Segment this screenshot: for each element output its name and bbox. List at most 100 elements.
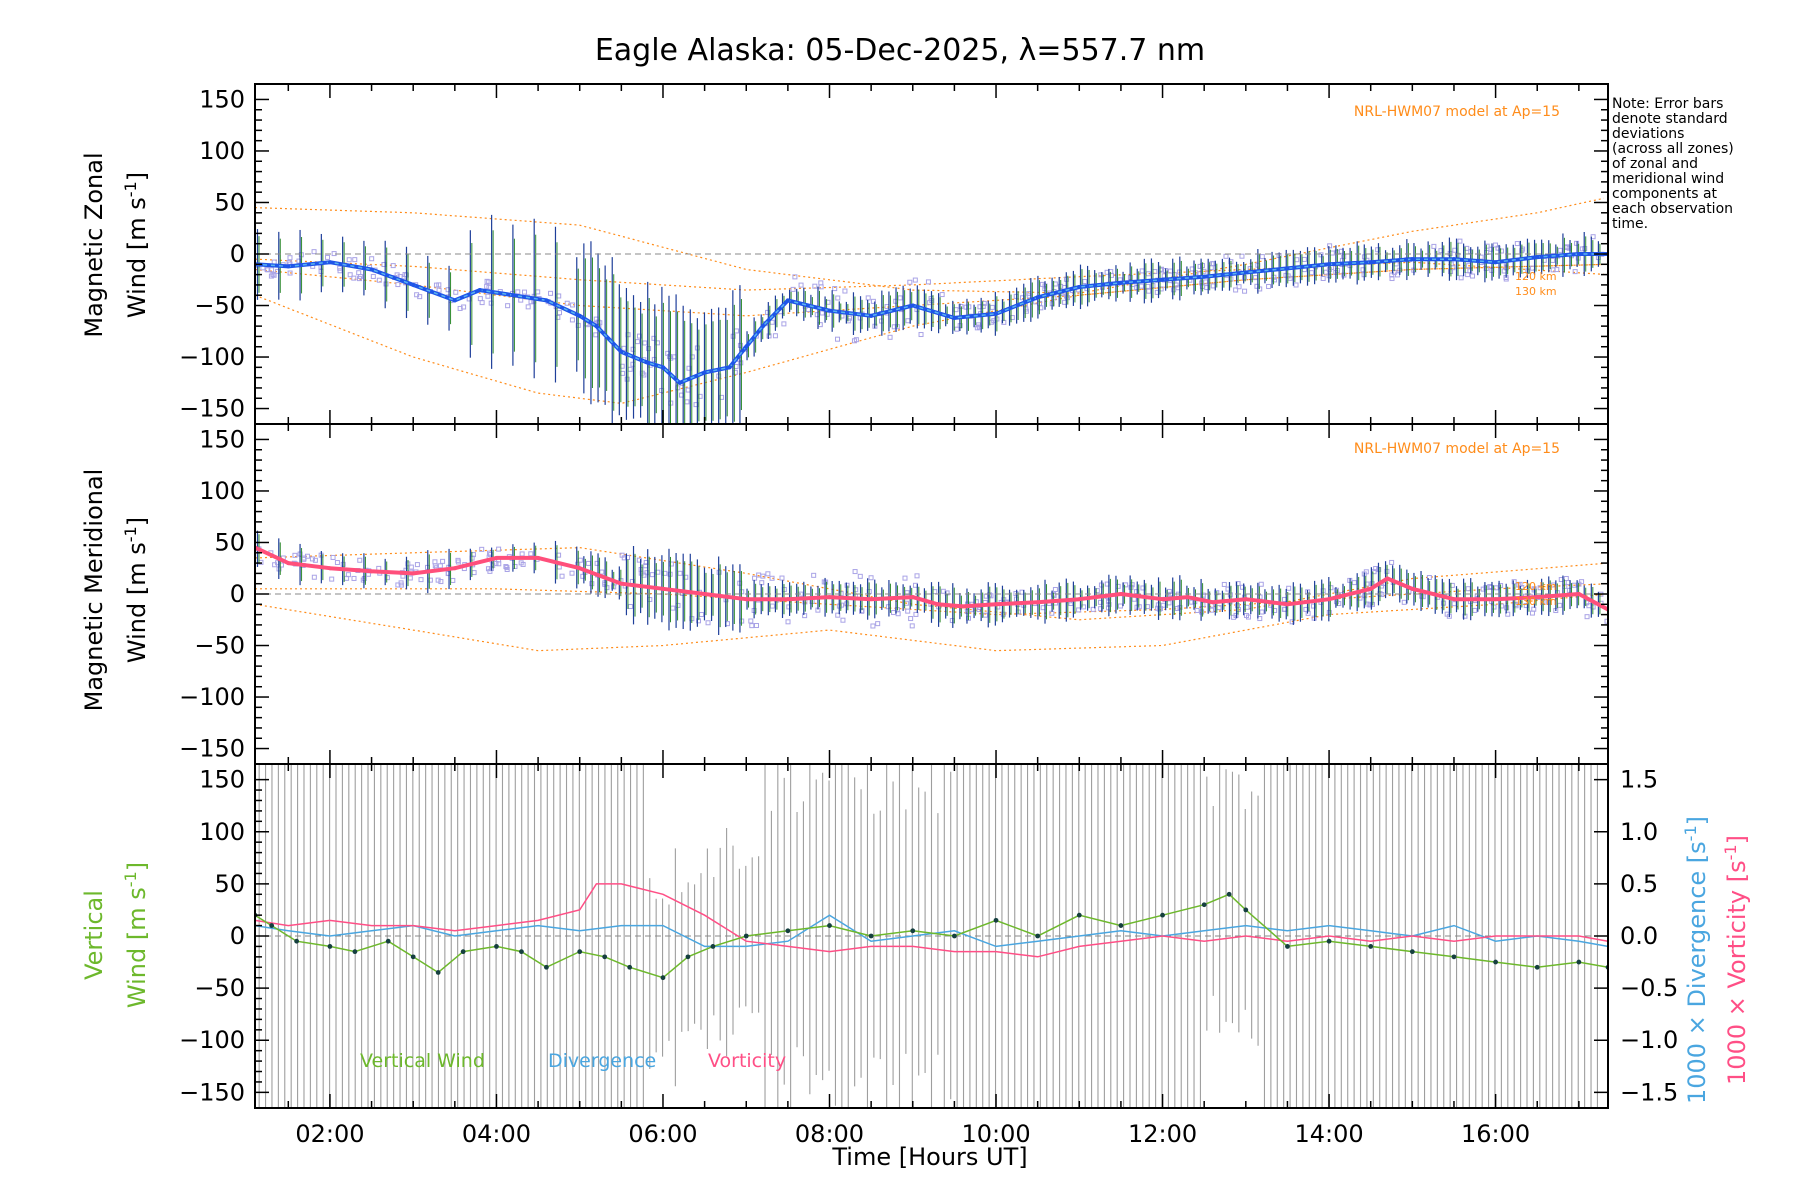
scatter-point bbox=[418, 577, 424, 583]
scatter-point bbox=[766, 333, 772, 339]
wind-point bbox=[827, 595, 832, 600]
scatter-point bbox=[535, 289, 541, 295]
plot-area bbox=[255, 530, 1608, 652]
scatter-point bbox=[1201, 268, 1207, 274]
scatter-point bbox=[870, 623, 876, 629]
y2-tick-label: 0.0 bbox=[1620, 922, 1658, 950]
scatter-point bbox=[548, 290, 554, 296]
wind-point bbox=[1035, 295, 1040, 300]
scatter-point bbox=[351, 575, 357, 581]
zonal-model-label: NRL-HWM07 model at Ap=15 bbox=[1354, 104, 1560, 120]
note-line: components at bbox=[1612, 186, 1718, 202]
scatter-point bbox=[346, 257, 352, 263]
y-tick-label: 0 bbox=[230, 580, 245, 608]
scatter-point bbox=[457, 305, 463, 311]
scatter-point bbox=[989, 304, 995, 310]
scatter-point bbox=[337, 268, 343, 274]
scatter-point bbox=[269, 267, 275, 273]
scatter-point bbox=[325, 254, 331, 260]
scatter-point bbox=[505, 303, 511, 309]
scatter-point bbox=[398, 582, 404, 588]
vertical-wind-point bbox=[519, 949, 524, 955]
wind-point bbox=[494, 555, 499, 560]
scatter-point bbox=[436, 287, 442, 293]
wind-point bbox=[1202, 274, 1207, 279]
model-curve-upper bbox=[255, 197, 1604, 294]
scatter-point bbox=[479, 300, 485, 306]
wind-point bbox=[1210, 600, 1215, 605]
y2-tick-label: −0.5 bbox=[1620, 974, 1678, 1002]
scatter-point bbox=[1364, 581, 1370, 587]
scatter-point bbox=[832, 286, 838, 292]
scatter-point bbox=[1351, 580, 1357, 586]
y-tick-label: 100 bbox=[199, 818, 245, 846]
scatter-point bbox=[1154, 289, 1160, 295]
scatter-point bbox=[642, 340, 648, 346]
scatter-point bbox=[786, 604, 792, 610]
vertical-wind-point bbox=[993, 917, 999, 923]
wind-point bbox=[452, 566, 457, 571]
vorticity-right-label-text: 1000 × Vorticity [s bbox=[1723, 860, 1751, 1085]
vertical-wind-point bbox=[785, 928, 791, 934]
scatter-point bbox=[414, 292, 420, 298]
scatter-point bbox=[1236, 284, 1242, 290]
scatter-point bbox=[1447, 250, 1453, 256]
y-tick-label: −150 bbox=[179, 735, 245, 763]
scatter-point bbox=[756, 572, 762, 578]
vertical-wind-point bbox=[910, 928, 916, 934]
scatter-point bbox=[557, 310, 563, 316]
wind-point bbox=[744, 597, 749, 602]
meridional-ylabel-line1: Magnetic Meridional bbox=[80, 469, 108, 712]
wind-point bbox=[1576, 252, 1581, 256]
wind-point bbox=[369, 267, 374, 272]
scatter-point bbox=[769, 319, 775, 325]
scatter-point bbox=[485, 566, 491, 572]
scatter-point bbox=[1523, 603, 1529, 609]
scatter-point bbox=[627, 366, 633, 372]
scatter-point bbox=[1328, 585, 1334, 591]
scatter-point bbox=[570, 302, 576, 308]
scatter-point bbox=[1266, 283, 1272, 289]
scatter-point bbox=[974, 325, 980, 331]
scatter-point bbox=[1557, 602, 1563, 608]
scatter-point bbox=[356, 270, 362, 276]
scatter-point bbox=[432, 559, 438, 565]
vertical-wind-point bbox=[1493, 959, 1498, 965]
scatter-point bbox=[569, 570, 575, 576]
scatter-point bbox=[287, 270, 293, 276]
scatter-point bbox=[275, 268, 281, 274]
wind-point bbox=[1285, 602, 1290, 607]
y-tick-label: −50 bbox=[194, 292, 245, 320]
scatter-point bbox=[518, 297, 524, 303]
scatter-point bbox=[347, 272, 353, 278]
scatter-point bbox=[1572, 269, 1578, 275]
chart-title: Eagle Alaska: 05-Dec-2025, λ=557.7 nm bbox=[595, 33, 1205, 68]
scatter-point bbox=[559, 573, 565, 579]
wind-point bbox=[827, 308, 832, 313]
scatter-point bbox=[1491, 604, 1497, 610]
scatter-point bbox=[913, 611, 919, 617]
meridional-altitude-label-120: 120 km bbox=[1515, 580, 1557, 593]
vertical-wind-point bbox=[951, 933, 957, 939]
scatter-point bbox=[503, 564, 509, 570]
wind-point bbox=[702, 370, 707, 375]
scatter-point bbox=[1038, 305, 1044, 311]
scatter-point bbox=[1115, 583, 1121, 589]
scatter-point bbox=[1451, 601, 1457, 607]
note-line: of zonal and bbox=[1612, 156, 1698, 172]
scatter-point bbox=[1294, 257, 1300, 263]
vertical-wind-point bbox=[327, 944, 333, 949]
scatter-point bbox=[1293, 282, 1299, 288]
scatter-point bbox=[1052, 586, 1058, 592]
scatter-point bbox=[693, 402, 699, 408]
scatter-point bbox=[875, 621, 881, 627]
wind-point bbox=[660, 365, 665, 370]
scatter-point bbox=[1458, 275, 1464, 281]
vertical-wind-point bbox=[577, 949, 583, 955]
scatter-point bbox=[940, 588, 946, 594]
note-line: (across all zones) bbox=[1612, 141, 1734, 157]
scatter-point bbox=[1566, 587, 1572, 593]
wind-point bbox=[511, 293, 516, 298]
scatter-point bbox=[1068, 600, 1074, 606]
